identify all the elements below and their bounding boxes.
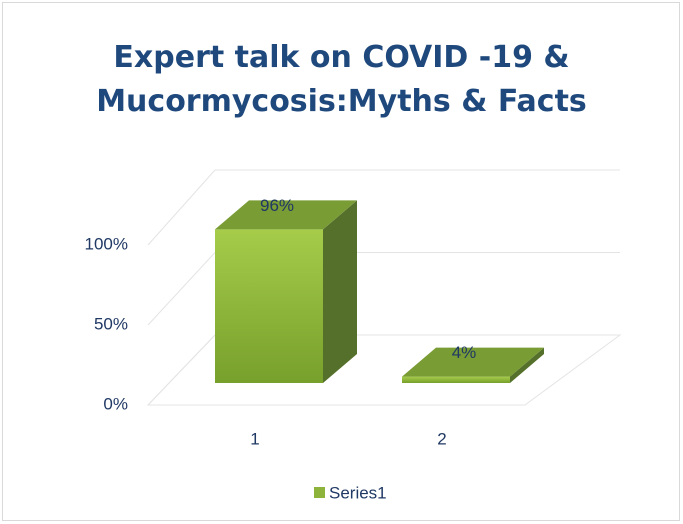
data-label: 4% (452, 343, 477, 362)
grid-line (147, 169, 216, 246)
bar-front (402, 376, 510, 383)
y-tick-label: 100% (85, 234, 128, 253)
y-tick-label: 50% (94, 314, 128, 333)
grid-line (147, 252, 216, 326)
bar-side (323, 200, 357, 383)
legend-swatch (314, 487, 325, 498)
data-label: 96% (260, 196, 294, 215)
chart-title: Expert talk on COVID -19 & Mucormycosis:… (96, 40, 587, 119)
x-tick-label: 2 (437, 429, 446, 448)
bar-top (402, 347, 544, 377)
bar (402, 347, 544, 383)
y-tick-label: 0% (103, 394, 128, 413)
bar-side (510, 347, 544, 383)
legend-label: Series1 (329, 483, 387, 502)
bar-front (215, 229, 323, 383)
x-tick-label: 1 (250, 429, 259, 448)
grid-line (147, 334, 216, 406)
bar (215, 200, 357, 383)
bar-top (215, 200, 357, 230)
